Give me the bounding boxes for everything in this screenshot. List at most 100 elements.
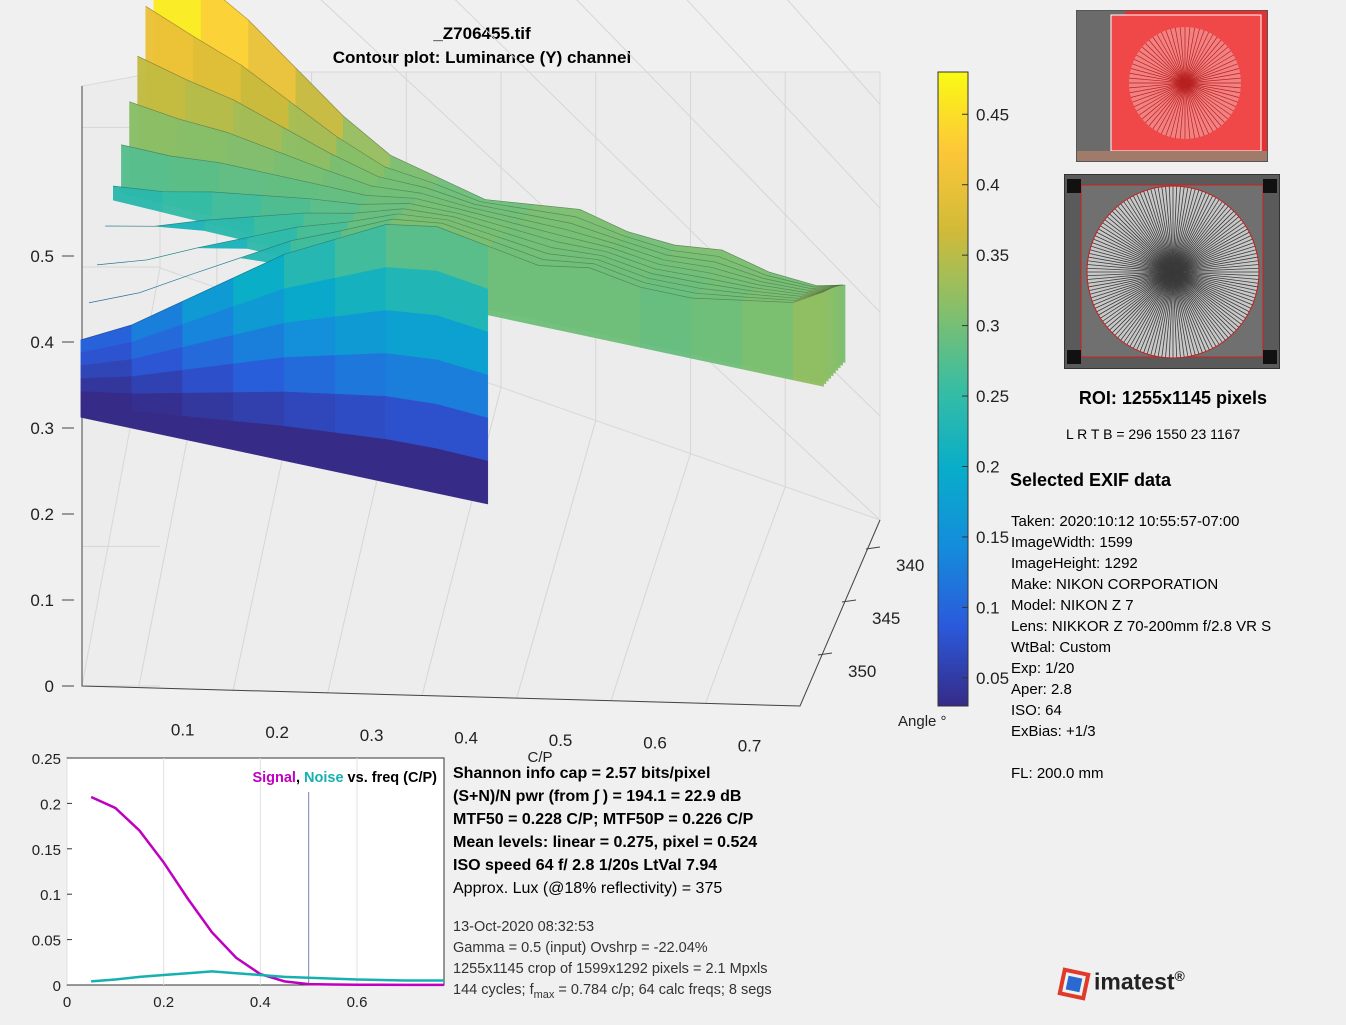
- stats-block: Shannon info cap = 2.57 bits/pixel (S+N)…: [453, 762, 757, 900]
- thumb1-ray: [1184, 82, 1225, 123]
- chart-thumbnail-full[interactable]: [1076, 10, 1268, 162]
- thumb1-ray: [1184, 72, 1241, 84]
- thumb2-ray: [1123, 201, 1174, 273]
- stat-cycles-sub: max: [533, 988, 555, 1001]
- stat-cycles-b: = 0.784 c/p; 64 calc freqs; 8 segs: [554, 982, 772, 998]
- thumb1-ray: [1184, 30, 1205, 84]
- thumb2-ray: [1168, 271, 1174, 358]
- thumb2-ray: [1087, 271, 1174, 284]
- surface-mesh: [80, 0, 846, 505]
- thumb2-ray: [1098, 271, 1174, 316]
- thumb2-ray: [1172, 271, 1244, 322]
- thumb2-ray: [1136, 193, 1174, 273]
- thumb2-ray: [1090, 271, 1174, 299]
- thumb1-ray: [1141, 46, 1186, 84]
- thumb2-ray: [1172, 186, 1178, 273]
- thumb1-ray: [1148, 82, 1186, 127]
- thumb2-ray: [1093, 238, 1174, 273]
- thumb2-ray: [1136, 271, 1174, 351]
- thumb2-ray: [1172, 271, 1214, 349]
- chart-thumbnail-roi[interactable]: [1064, 174, 1280, 369]
- thumb2-ray: [1172, 231, 1250, 273]
- thumb1-ray: [1152, 36, 1186, 84]
- thumb2-ray: [1172, 271, 1217, 347]
- thumb1-ray: [1129, 82, 1186, 94]
- thumb2-ray: [1172, 187, 1189, 273]
- surface-x-tick-label: 0.4: [454, 728, 478, 747]
- thumb2-ray: [1172, 271, 1193, 357]
- stat-gamma: Gamma = 0.5 (input) Ovshrp = -22.04%: [453, 940, 708, 956]
- thumb2-ray: [1088, 271, 1174, 292]
- surface-mesh-line: [121, 144, 836, 293]
- surface-y-tick: [817, 652, 833, 656]
- thumb2-ray: [1168, 186, 1174, 273]
- thumb2-ray: [1109, 271, 1174, 331]
- thumb2-ray: [1172, 197, 1217, 273]
- thumb2-ray: [1172, 271, 1203, 353]
- colorbar-tick-label: 0.25: [976, 387, 1009, 406]
- thumb2-ray: [1120, 271, 1174, 341]
- thumb2-ray: [1172, 271, 1232, 336]
- surface-mesh-line: [88, 218, 827, 304]
- thumb1-ray: [1136, 82, 1186, 112]
- thumb2-ray: [1172, 199, 1220, 273]
- thumb2-ray: [1172, 228, 1248, 273]
- thumb1-ray: [1184, 82, 1214, 132]
- thumb2-ray: [1172, 205, 1229, 273]
- surface-z-tick-label: 0.4: [30, 333, 54, 352]
- thumb1-ray: [1184, 82, 1196, 139]
- thumb1-ray: [1138, 82, 1186, 116]
- thumb1-ray: [1156, 82, 1186, 132]
- thumb2-ray: [1172, 271, 1254, 302]
- surface-z-tick-label: 0: [45, 677, 54, 696]
- thumb2-ray: [1157, 271, 1174, 357]
- thumb1-ray: [1174, 82, 1186, 139]
- signal-noise-x-tick-label: 0.6: [347, 994, 368, 1011]
- thumb2-ray: [1172, 264, 1259, 273]
- imatest-logo: imatest®: [1057, 966, 1185, 1001]
- exif-fl: FL: 200.0 mm: [1011, 765, 1104, 782]
- thumb2-ray: [1098, 228, 1174, 273]
- surface-y-tick: [865, 546, 881, 550]
- series-signal-line: [90, 795, 444, 987]
- colorbar-tick-label: 0.35: [976, 246, 1009, 265]
- imatest-logo-reg: ®: [1174, 968, 1185, 984]
- thumb2-ray: [1172, 271, 1185, 358]
- thumb2-ray: [1172, 267, 1259, 273]
- surface-mesh-line: [223, 0, 846, 287]
- stat-crop: 1255x1145 crop of 1599x1292 pixels = 2.1…: [453, 961, 768, 977]
- colorbar-tick-label: 0.4: [976, 176, 1000, 195]
- thumb2-ray: [1172, 271, 1248, 316]
- thumb2-ray: [1172, 271, 1259, 280]
- thumb2-ray: [1087, 271, 1174, 280]
- thumb1-ray: [1184, 82, 1191, 139]
- thumb1-ray: [1134, 82, 1186, 107]
- thumb2-ray: [1172, 238, 1253, 273]
- thumb2-ray: [1172, 249, 1257, 273]
- thumb2-ray: [1172, 271, 1256, 299]
- chart-filename: _Z706455.tif: [433, 24, 531, 43]
- thumb2-ray: [1109, 213, 1174, 273]
- thumb2-ray: [1087, 264, 1174, 273]
- thumb1-ray: [1129, 72, 1186, 84]
- exif-make: Make: NIKON CORPORATION: [1011, 576, 1219, 593]
- thumb2-ray: [1123, 271, 1174, 343]
- signal-noise-x-tick-label: 0: [63, 994, 71, 1011]
- surface-x-tick-label: 0.2: [265, 723, 289, 742]
- thumb1-ray: [1148, 39, 1186, 84]
- thumb2-ray: [1111, 210, 1174, 273]
- thumb1-ray: [1184, 68, 1240, 84]
- thumb2-ray: [1104, 219, 1174, 273]
- thumb1-ray: [1184, 82, 1222, 127]
- thumb2-ray: [1106, 216, 1174, 273]
- surface-patch: [792, 291, 824, 387]
- stat-lux: Approx. Lux (@18% reflectivity) = 375: [453, 880, 723, 897]
- stat-date: 13-Oct-2020 08:32:53: [453, 919, 595, 935]
- thumb2-ray: [1172, 188, 1196, 273]
- surface-x-grid-floor: [705, 486, 786, 704]
- legend-rest: vs. freq (C/P): [344, 770, 438, 786]
- thumb2-ray: [1088, 252, 1174, 273]
- thumb2-ray: [1111, 271, 1174, 334]
- exif-wtbal: WtBal: Custom: [1011, 639, 1112, 656]
- surface-mesh-line: [80, 224, 824, 341]
